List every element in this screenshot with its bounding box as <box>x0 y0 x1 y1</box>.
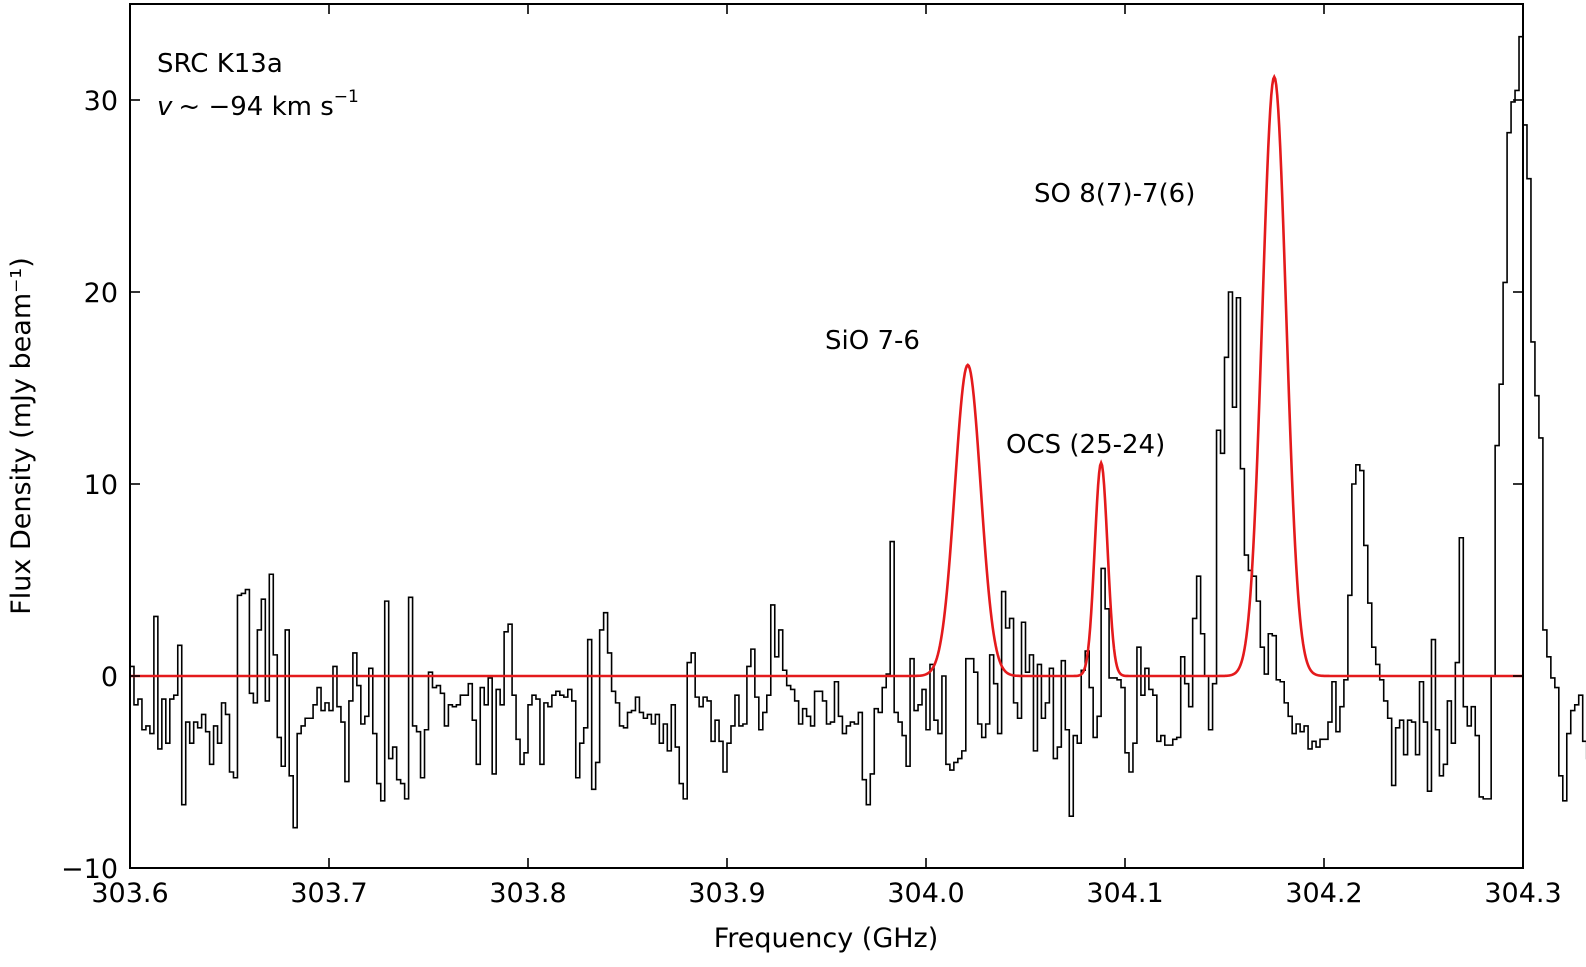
y-tick-label: 10 <box>84 470 118 501</box>
y-tick-label: 30 <box>84 86 118 117</box>
x-tick-label: 304.2 <box>1285 878 1362 909</box>
x-tick-label: 303.8 <box>489 878 566 909</box>
x-tick-label: 303.9 <box>688 878 765 909</box>
spectrum-step-series <box>130 35 1586 829</box>
line-label-sio: SiO 7-6 <box>825 326 920 356</box>
x-tick-label: 303.6 <box>91 878 168 909</box>
source-name-annotation: SRC K13a <box>157 49 283 79</box>
x-tick-label: 304.0 <box>887 878 964 909</box>
gaussian-fit-series <box>130 73 1523 678</box>
data-layer <box>130 35 1586 829</box>
velocity-variable: v <box>157 92 173 122</box>
plot-area <box>130 4 1523 868</box>
velocity-annotation: v ~ −94 km s−1 <box>157 87 359 122</box>
x-axis-label: Frequency (GHz) <box>714 923 939 954</box>
x-tick-label: 304.1 <box>1086 878 1163 909</box>
tick-layer: 303.6 303.7 303.8 303.9 304.0 304.1 304.2 304.3… <box>61 4 1562 909</box>
line-label-ocs: OCS (25-24) <box>1006 430 1165 460</box>
y-tick-label: 20 <box>84 278 118 309</box>
line-label-so: SO 8(7)-7(6) <box>1034 179 1195 209</box>
y-tick-label: −10 <box>61 854 118 885</box>
velocity-exponent: −1 <box>334 87 359 107</box>
y-tick-label: 0 <box>101 662 118 693</box>
velocity-value: ~ −94 km s <box>178 92 333 122</box>
x-tick-label: 303.7 <box>290 878 367 909</box>
plot-frame <box>129 3 1524 869</box>
y-axis-label: Flux Density (mJy beam⁻¹) <box>6 257 37 615</box>
x-tick-label: 304.3 <box>1484 878 1561 909</box>
